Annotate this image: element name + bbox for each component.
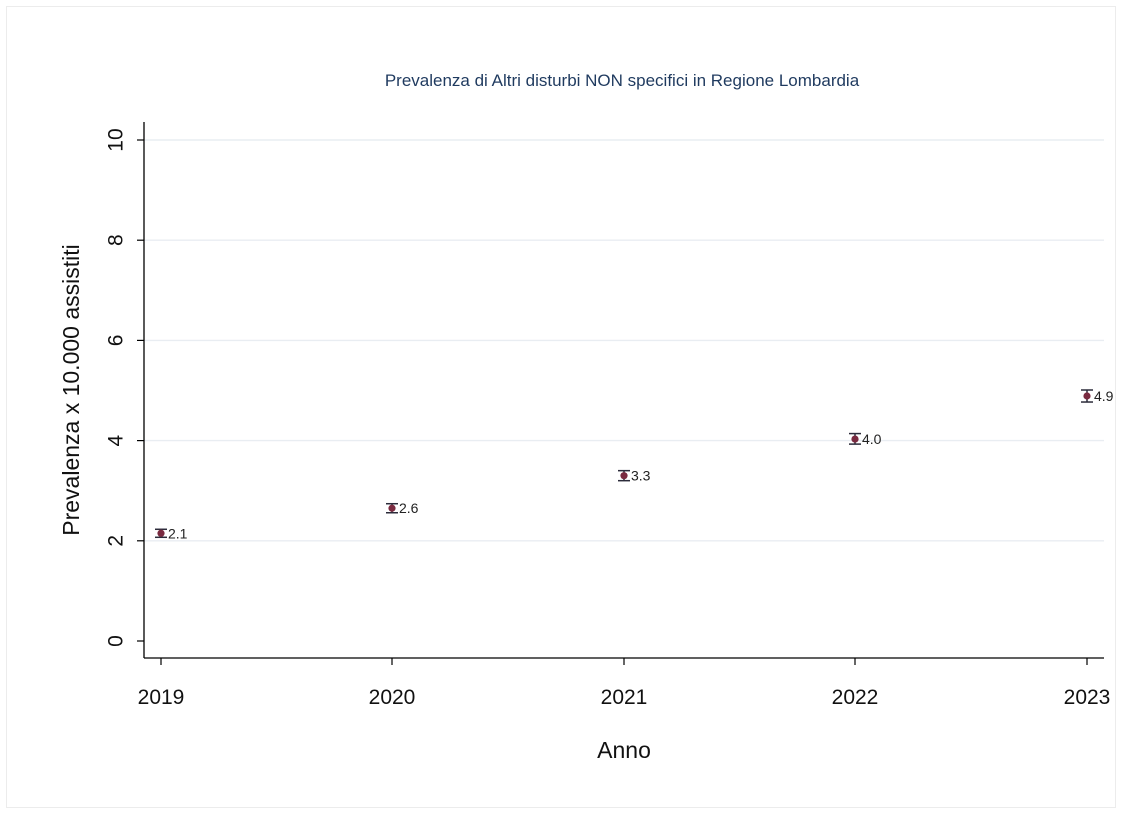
y-tick-label: 2 [105,535,128,547]
axes: 0 2 4 6 8 10 2019 2020 2021 2022 2023 [105,122,1111,709]
x-tick-label: 2020 [369,686,416,709]
x-tick-label: 2021 [601,686,648,709]
data-point-2021 [620,472,628,480]
chart-frame: 0 2 4 6 8 10 2019 2020 2021 2022 2023 2.1 2.6 3.3 4.0… [6,6,1116,808]
y-tick-label: 0 [105,635,128,647]
data-label-2023: 4.9 [1094,388,1114,404]
y-tick-label: 8 [105,234,128,246]
data-label-2020: 2.6 [399,500,419,516]
data-label-2022: 4.0 [862,431,882,447]
x-tick-label: 2019 [138,686,185,709]
x-tick-label: 2023 [1064,686,1111,709]
data-label-2021: 3.3 [631,468,651,484]
data-point-2020 [388,504,396,512]
data-point-2022 [851,435,859,443]
data-point-2023 [1083,392,1091,400]
data-label-2019: 2.1 [168,525,188,541]
grid-lines [144,139,1104,542]
x-tick-label: 2022 [832,686,879,709]
x-axis-title: Anno [597,737,651,763]
data-point-2019 [157,529,165,537]
data-marks: 2.1 2.6 3.3 4.0 4.9 [155,388,1114,541]
chart-svg: 0 2 4 6 8 10 2019 2020 2021 2022 2023 2.1 2.6 3.3 4.0… [58,71,1114,763]
y-tick-label: 10 [105,128,128,151]
chart-title: Prevalenza di Altri disturbi NON specifi… [385,71,860,90]
y-tick-label: 6 [105,335,128,347]
y-axis-title: Prevalenza x 10.000 assistiti [58,244,84,536]
y-tick-label: 4 [105,434,128,446]
